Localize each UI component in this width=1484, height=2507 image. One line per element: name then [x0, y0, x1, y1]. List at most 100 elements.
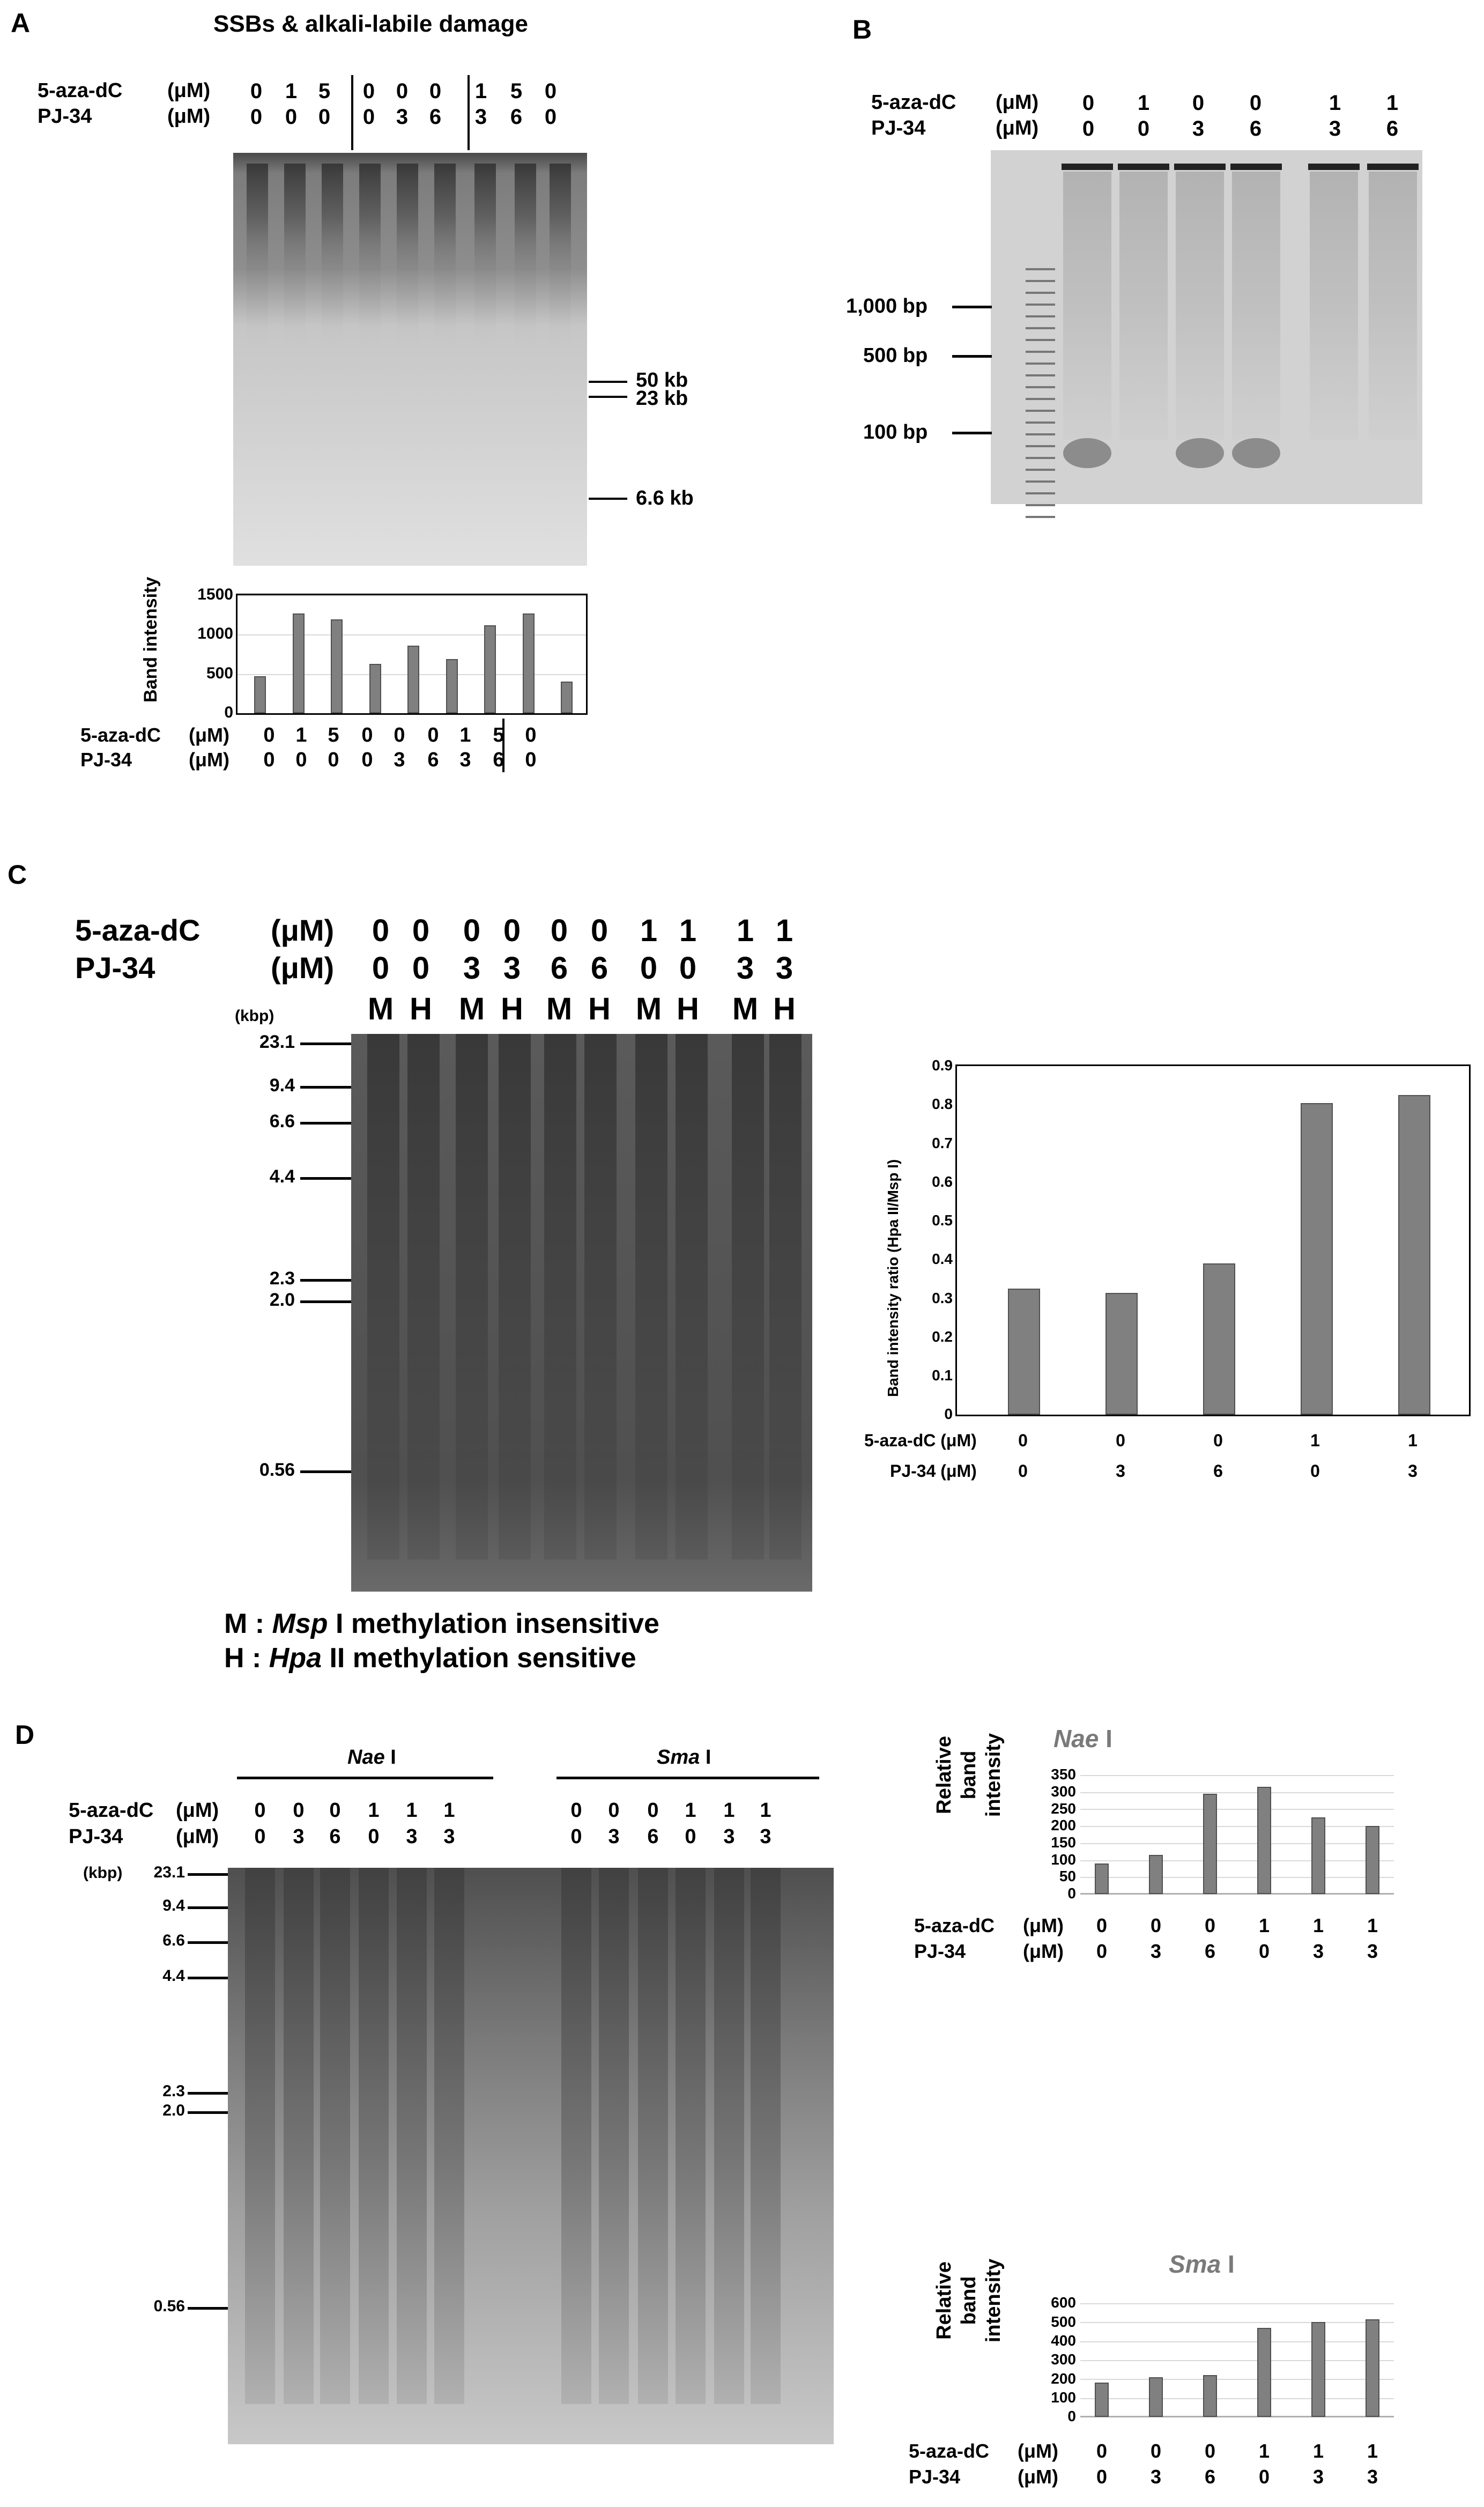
- panel-a-divider-2: [468, 75, 470, 150]
- panel-b-fragment-band: [1232, 438, 1280, 468]
- chart-bar-5: [1311, 1817, 1325, 1894]
- panel-d-nae-chart-ylabel: Relative band intensity: [933, 1733, 1005, 1817]
- panel-c-chart-aza-3: 0: [1213, 1431, 1223, 1450]
- panel-c-pj-1: 0: [372, 951, 390, 986]
- panel-d-gel-lane: [320, 1868, 350, 2404]
- panel-d-sma-chart-pj-2: 3: [1150, 2466, 1162, 2488]
- panel-b-ladder-band: [1026, 304, 1055, 306]
- panel-d-nae-chart-aza-2: 0: [1150, 1914, 1162, 1936]
- chart-bar-3: [1203, 1263, 1235, 1415]
- panel-c-marker-label: 2.0: [269, 1290, 295, 1310]
- panel-a-marker-tick-2: [589, 396, 627, 398]
- panel-b-pj-label: PJ-34: [871, 117, 926, 139]
- panel-c-aza-5: 0: [550, 913, 568, 948]
- panel-b-ladder-band: [1026, 410, 1055, 412]
- panel-a-top-aza-5: 0: [396, 79, 409, 103]
- panel-c-pj-6: 6: [590, 951, 609, 986]
- panel-b-ladder-band: [1026, 445, 1055, 447]
- panel-a-bottom-pj-7: 3: [459, 749, 471, 771]
- panel-d-nae-pj-6: 3: [443, 1825, 455, 1848]
- panel-d-nae-aza-3: 0: [329, 1799, 341, 1822]
- panel-c-marker-tick: [300, 1042, 351, 1045]
- panel-d-marker-label: 9.4: [162, 1897, 185, 1914]
- panel-d-nae-aza-5: 1: [406, 1799, 418, 1822]
- panel-a-bottom-pj-3: 0: [328, 749, 339, 771]
- panel-c-pj-2: 0: [412, 951, 430, 986]
- panel-d-sma-aza-label: 5-aza-dC: [909, 2440, 990, 2462]
- panel-d-gel-lane: [561, 1868, 591, 2404]
- panel-c-aza-6: 0: [590, 913, 609, 948]
- panel-c-chart-aza-2: 0: [1116, 1431, 1125, 1450]
- panel-c-gel-lane: [732, 1034, 764, 1559]
- panel-d-sma-pj-unit: (μM): [1018, 2466, 1058, 2488]
- chart-bar-4: [1257, 2327, 1271, 2417]
- chart-y-tick-label: 0.9: [932, 1057, 953, 1074]
- panel-d-aza-unit: (μM): [176, 1799, 219, 1822]
- panel-d-sma-pj-2: 3: [608, 1825, 620, 1848]
- panel-c-chart-pj-5: 3: [1408, 1461, 1418, 1481]
- panel-b-ladder-band: [1026, 433, 1055, 435]
- chart-bar-4: [1301, 1103, 1333, 1415]
- panel-b-pj-5: 3: [1329, 117, 1341, 140]
- panel-a-chart-pj-unit: (μM): [189, 749, 229, 771]
- chart-y-tick-label: 0.1: [932, 1366, 953, 1384]
- panel-a-gel-lane: [284, 164, 306, 346]
- panel-d-nae-aza-2: 0: [293, 1799, 305, 1822]
- panel-a-top-aza-7: 1: [474, 79, 487, 103]
- panel-c-gel-lane: [676, 1034, 708, 1559]
- panel-c-kbp-label: (kbp): [235, 1007, 274, 1025]
- panel-b-ladder-band: [1026, 469, 1055, 471]
- panel-a-gel-lane: [550, 164, 571, 346]
- panel-a-letter: A: [11, 8, 31, 38]
- panel-b-ladder-band: [1026, 504, 1055, 506]
- chart-bar-2: [1105, 1292, 1138, 1415]
- chart-y-tick-label: 400: [1051, 2332, 1076, 2349]
- panel-c-enzyme-2: H: [410, 992, 432, 1026]
- panel-d-marker-label: 4.4: [162, 1967, 185, 1985]
- panel-d-nae-pj-1: 0: [254, 1825, 266, 1848]
- panel-c-chart-pj-label: PJ-34 (μM): [890, 1461, 977, 1481]
- panel-c-marker-label: 4.4: [269, 1166, 295, 1187]
- nae-header-name: Nae: [347, 1746, 385, 1769]
- panel-b-smear: [1310, 172, 1358, 440]
- panel-c-marker-tick: [300, 1300, 351, 1303]
- panel-c-enzyme-5: M: [546, 992, 573, 1026]
- panel-b-marker-1000bp: 1,000 bp: [846, 295, 928, 317]
- panel-d-sma-aza-1: 0: [570, 1799, 582, 1822]
- panel-b-pj-3: 3: [1192, 117, 1205, 140]
- panel-a-marker-23kb: 23 kb: [636, 387, 688, 410]
- panel-a-bottom-aza-9: 0: [525, 724, 537, 746]
- panel-b-marker-tick-1: [952, 306, 992, 308]
- panel-d-gel: [228, 1868, 834, 2444]
- panel-c-aza-8: 1: [679, 913, 697, 948]
- chart-y-tick-label: 200: [1051, 2370, 1076, 2387]
- panel-b-pj-2: 0: [1137, 117, 1150, 140]
- panel-a-top-pj-7: 3: [474, 105, 487, 129]
- panel-b-gel: [991, 150, 1422, 518]
- panel-a-bottom-pj-4: 0: [361, 749, 373, 771]
- panel-a-bottom-pj-6: 6: [427, 749, 439, 771]
- chart-y-tick-label: 150: [1051, 1834, 1076, 1851]
- panel-a-bottom-aza-3: 5: [328, 724, 339, 746]
- panel-d-nae-chart-pj-2: 3: [1150, 1940, 1162, 1962]
- panel-d-sma-pj-5: 3: [723, 1825, 735, 1848]
- panel-c-aza-9: 1: [736, 913, 754, 948]
- panel-a-chart-aza-unit: (μM): [189, 724, 229, 746]
- panel-a-chart-divider: [502, 719, 504, 772]
- panel-b-ladder-band: [1026, 480, 1055, 483]
- panel-d-aza-label: 5-aza-dC: [69, 1799, 154, 1822]
- panel-d-nae-pj-3: 6: [329, 1825, 341, 1848]
- panel-d-sma-aza-6: 1: [760, 1799, 771, 1822]
- panel-b-ladder-band: [1026, 492, 1055, 494]
- panel-d-marker-tick: [188, 1873, 228, 1876]
- panel-a-top-pj-9: 0: [544, 105, 557, 129]
- panel-c-gel-lane: [769, 1034, 802, 1559]
- panel-d-marker-tick: [188, 1906, 228, 1909]
- panel-b-pj-4: 6: [1249, 117, 1262, 140]
- chart-bar-7: [484, 625, 496, 713]
- chart-bar-1: [1095, 1863, 1109, 1894]
- panel-a-marker-50kb: 50 kb: [636, 369, 688, 391]
- panel-a-bottom-pj-5: 3: [394, 749, 405, 771]
- panel-d-gel-lane: [714, 1868, 744, 2404]
- panel-c-aza-label: 5-aza-dC: [75, 913, 201, 947]
